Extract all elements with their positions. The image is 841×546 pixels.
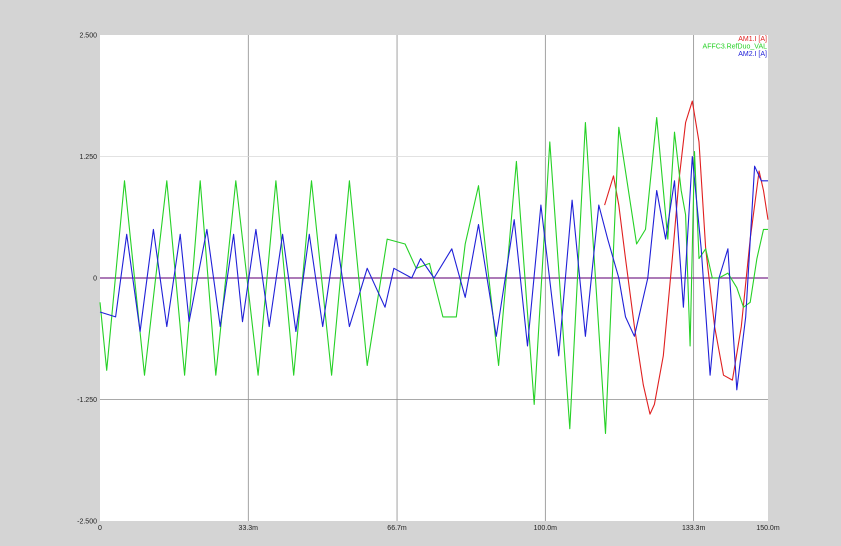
x-tick-label: 133.3m <box>682 525 706 532</box>
series-line-1 <box>604 100 769 415</box>
x-tick-label: 100.0m <box>534 525 558 532</box>
y-tick-label: 2.500 <box>79 33 97 40</box>
legend-entry: AFFC3.RefDuo_VAL <box>703 44 768 51</box>
x-tick-label: 0 <box>98 525 102 532</box>
x-tick-label: 66.7m <box>387 525 407 532</box>
legend-entry: AM1.I [A] <box>738 36 767 43</box>
y-axis-ticks: 2.500 1.250 0 -1.250 -2.500 <box>77 33 97 526</box>
y-tick-label: 1.250 <box>79 154 97 161</box>
y-tick-label: -1.250 <box>77 397 97 404</box>
series-lines <box>99 100 769 435</box>
x-tick-label: 33.3m <box>239 525 259 532</box>
legend-entry: AM2.I [A] <box>738 51 767 58</box>
x-tick-label: 150.0m <box>756 525 780 532</box>
x-axis-ticks: 0 33.3m 66.7m 100.0m 133.3m 150.0m <box>98 525 780 532</box>
series-line-3 <box>99 155 768 391</box>
y-tick-label: -2.500 <box>77 519 97 526</box>
series-line-2 <box>99 117 768 435</box>
y-tick-label: 0 <box>93 276 97 283</box>
